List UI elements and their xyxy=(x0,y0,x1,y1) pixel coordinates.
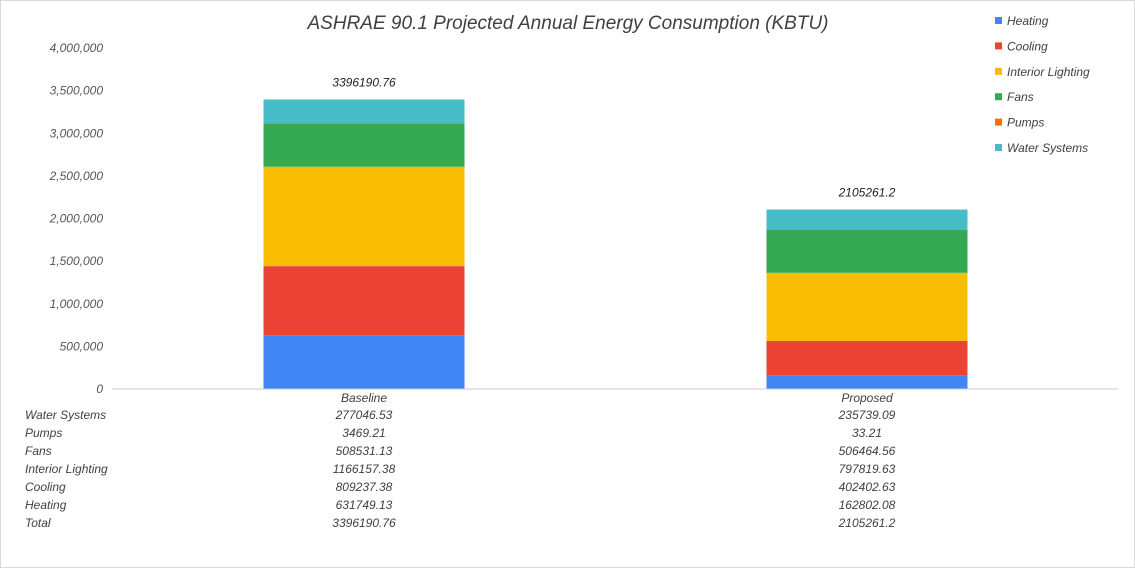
table-cell: 1166157.38 xyxy=(333,462,396,476)
table-cell: 631749.13 xyxy=(336,498,393,512)
table-cell: 277046.53 xyxy=(335,408,393,422)
legend: Heating Cooling Interior Lighting Fans Pumps… xyxy=(995,14,1090,155)
legend-swatch xyxy=(995,118,1002,126)
legend-swatch xyxy=(995,144,1002,151)
bar-segment-cooling xyxy=(766,340,968,376)
bar-segment-water-systems xyxy=(263,99,465,124)
bar-segment-heating xyxy=(263,335,465,389)
legend-label: Fans xyxy=(1007,90,1034,104)
total-data-label: 3396190.76 xyxy=(332,75,396,89)
table-cell: 3469.21 xyxy=(342,426,385,440)
table-cell: 402402.63 xyxy=(839,480,896,494)
data-table: Water Systems 277046.53 235739.09 Pumps 3469… xyxy=(25,408,896,530)
y-tick-label: 2,500,000 xyxy=(49,169,104,183)
table-cell: 162802.08 xyxy=(839,498,896,512)
bars: 3396190.76 2105261.2 xyxy=(263,75,968,389)
x-category-label: Baseline xyxy=(341,391,387,405)
table-cell: 797819.63 xyxy=(839,462,896,476)
legend-swatch xyxy=(995,17,1002,24)
table-row-label: Interior Lighting xyxy=(25,462,108,476)
legend-label: Water Systems xyxy=(1007,141,1088,155)
table-cell: 3396190.76 xyxy=(332,516,396,530)
legend-label: Cooling xyxy=(1007,39,1048,53)
bar-segment-cooling xyxy=(263,266,465,336)
y-tick-label: 3,000,000 xyxy=(50,126,104,140)
table-row-label: Heating xyxy=(25,498,67,512)
table-row-label: Total xyxy=(25,516,51,530)
bar-segment-interior-lighting xyxy=(263,166,465,267)
total-data-label: 2105261.2 xyxy=(838,186,896,200)
table-cell: 235739.09 xyxy=(838,408,896,422)
legend-label: Pumps xyxy=(1007,116,1044,130)
legend-swatch xyxy=(995,42,1002,50)
legend-label: Heating xyxy=(1007,14,1049,28)
x-axis: Baseline Proposed xyxy=(341,391,893,405)
x-category-label: Proposed xyxy=(841,391,893,405)
table-row-label: Cooling xyxy=(25,480,66,494)
y-tick-label: 1,500,000 xyxy=(50,254,104,268)
y-axis: 0 500,000 1,000,000 1,500,000 2,000,000 2,500… xyxy=(49,41,104,396)
table-row-label: Pumps xyxy=(25,426,62,440)
bar-segment-heating xyxy=(766,375,968,389)
legend-swatch xyxy=(995,67,1002,75)
table-row-label: Fans xyxy=(25,444,52,458)
legend-swatch xyxy=(995,93,1002,101)
table-cell: 508531.13 xyxy=(336,444,393,458)
y-tick-label: 2,000,000 xyxy=(49,212,104,226)
legend-label: Interior Lighting xyxy=(1007,65,1090,79)
y-tick-label: 1,000,000 xyxy=(50,297,104,311)
y-tick-label: 3,500,000 xyxy=(50,84,104,98)
table-cell: 33.21 xyxy=(852,426,882,440)
table-cell: 506464.56 xyxy=(839,444,896,458)
chart-title: ASHRAE 90.1 Projected Annual Energy Cons… xyxy=(307,13,829,34)
bar-segment-interior-lighting xyxy=(766,272,968,341)
y-tick-label: 4,000,000 xyxy=(50,41,104,55)
table-cell: 809237.38 xyxy=(336,480,393,494)
table-row-label: Water Systems xyxy=(25,408,106,422)
table-cell: 2105261.2 xyxy=(838,516,896,530)
y-tick-label: 0 xyxy=(96,382,103,396)
bar-segment-fans xyxy=(263,123,465,167)
y-tick-label: 500,000 xyxy=(60,339,104,353)
bar-segment-water-systems xyxy=(766,209,968,230)
bar-segment-fans xyxy=(766,229,968,273)
